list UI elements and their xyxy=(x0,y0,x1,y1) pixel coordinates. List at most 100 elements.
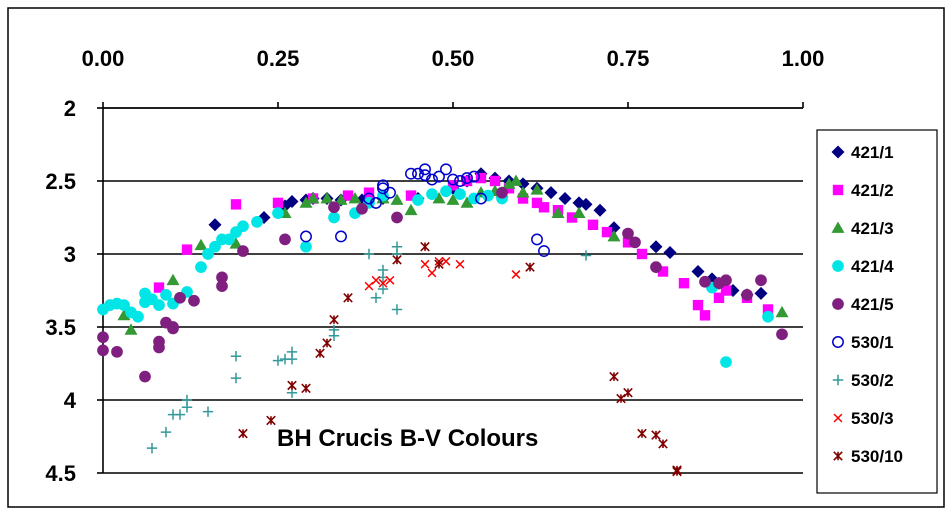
data-point xyxy=(713,292,725,303)
data-point xyxy=(301,383,311,394)
legend-label: 530/2 xyxy=(851,371,894,390)
data-point xyxy=(146,442,158,454)
data-point xyxy=(509,174,523,186)
data-point xyxy=(405,190,417,201)
data-point xyxy=(272,355,284,366)
data-point xyxy=(272,197,284,209)
data-point xyxy=(216,280,228,292)
data-point xyxy=(658,439,668,449)
data-point xyxy=(153,282,165,293)
data-point xyxy=(692,299,704,311)
data-point xyxy=(755,274,767,287)
data-point xyxy=(699,275,711,288)
gridlines xyxy=(97,102,804,474)
data-point xyxy=(348,192,362,204)
data-point xyxy=(181,244,193,255)
data-point xyxy=(593,203,607,217)
data-point xyxy=(461,172,473,185)
data-point xyxy=(97,331,109,344)
data-point xyxy=(167,322,179,335)
data-point xyxy=(166,273,180,286)
data-point xyxy=(139,370,151,383)
data-point xyxy=(174,291,186,304)
data-point xyxy=(426,173,438,186)
data-point xyxy=(572,206,586,218)
data-point xyxy=(579,197,593,211)
legend-marker xyxy=(832,260,844,272)
data-point xyxy=(272,207,284,219)
legend-label: 421/4 xyxy=(851,257,894,276)
y-tick-label: 4.5 xyxy=(45,461,76,486)
data-point xyxy=(461,175,473,187)
legend-item: 421/5 xyxy=(832,295,894,314)
data-point xyxy=(455,259,465,269)
data-point xyxy=(516,177,530,191)
data-point xyxy=(392,255,402,265)
data-point xyxy=(580,250,592,261)
data-point xyxy=(391,304,403,315)
data-point xyxy=(720,274,732,287)
data-point xyxy=(322,338,332,348)
data-point xyxy=(551,206,565,218)
data-point xyxy=(609,371,619,382)
series-421-2 xyxy=(153,172,774,321)
data-point xyxy=(174,409,186,420)
data-point xyxy=(426,188,438,200)
data-point xyxy=(420,241,430,252)
data-point xyxy=(299,196,313,208)
data-point xyxy=(475,172,487,184)
data-point xyxy=(342,190,354,201)
data-point xyxy=(279,233,291,246)
data-point xyxy=(97,344,109,357)
data-point xyxy=(117,308,131,321)
data-point xyxy=(160,289,172,301)
data-point xyxy=(432,192,446,204)
data-point xyxy=(454,175,466,187)
legend-marker xyxy=(832,298,844,310)
data-point xyxy=(420,259,430,269)
data-point xyxy=(637,428,647,439)
data-point xyxy=(601,226,613,238)
data-point xyxy=(300,240,312,253)
data-point xyxy=(511,270,521,279)
data-point xyxy=(391,211,403,224)
data-point xyxy=(454,188,466,200)
y-tick-label: 2.5 xyxy=(45,169,76,194)
data-point xyxy=(720,285,732,296)
data-point xyxy=(216,271,228,284)
legend-label: 421/1 xyxy=(851,143,894,162)
data-point xyxy=(475,192,487,205)
data-point xyxy=(412,194,424,206)
data-point xyxy=(404,203,418,216)
legend-marker xyxy=(832,374,844,386)
data-point xyxy=(320,192,334,204)
data-point xyxy=(385,275,395,285)
data-point xyxy=(447,173,459,186)
data-point xyxy=(237,245,249,257)
data-point xyxy=(328,330,340,341)
data-point xyxy=(754,286,768,300)
data-point xyxy=(118,299,130,311)
data-point xyxy=(328,211,340,224)
legend-label: 421/5 xyxy=(851,295,894,314)
legend-item: 421/2 xyxy=(832,181,894,200)
legend-item: 421/4 xyxy=(832,257,894,276)
data-point xyxy=(202,248,214,260)
legend-item: 421/1 xyxy=(831,143,894,162)
data-point xyxy=(230,351,242,362)
data-point xyxy=(691,265,705,279)
chart-title: BH Crucis B-V Colours xyxy=(277,425,538,452)
legend-item: 530/2 xyxy=(832,371,894,390)
data-point xyxy=(238,428,248,439)
legend-marker xyxy=(831,221,845,233)
legend-item: 530/10 xyxy=(833,447,903,466)
data-point xyxy=(502,177,516,189)
legend-item: 530/3 xyxy=(833,409,894,428)
data-point xyxy=(657,266,669,277)
data-point xyxy=(230,199,242,210)
data-point xyxy=(762,310,774,323)
data-point xyxy=(587,219,599,230)
legend-label: 421/3 xyxy=(851,219,894,238)
data-point xyxy=(566,212,578,223)
